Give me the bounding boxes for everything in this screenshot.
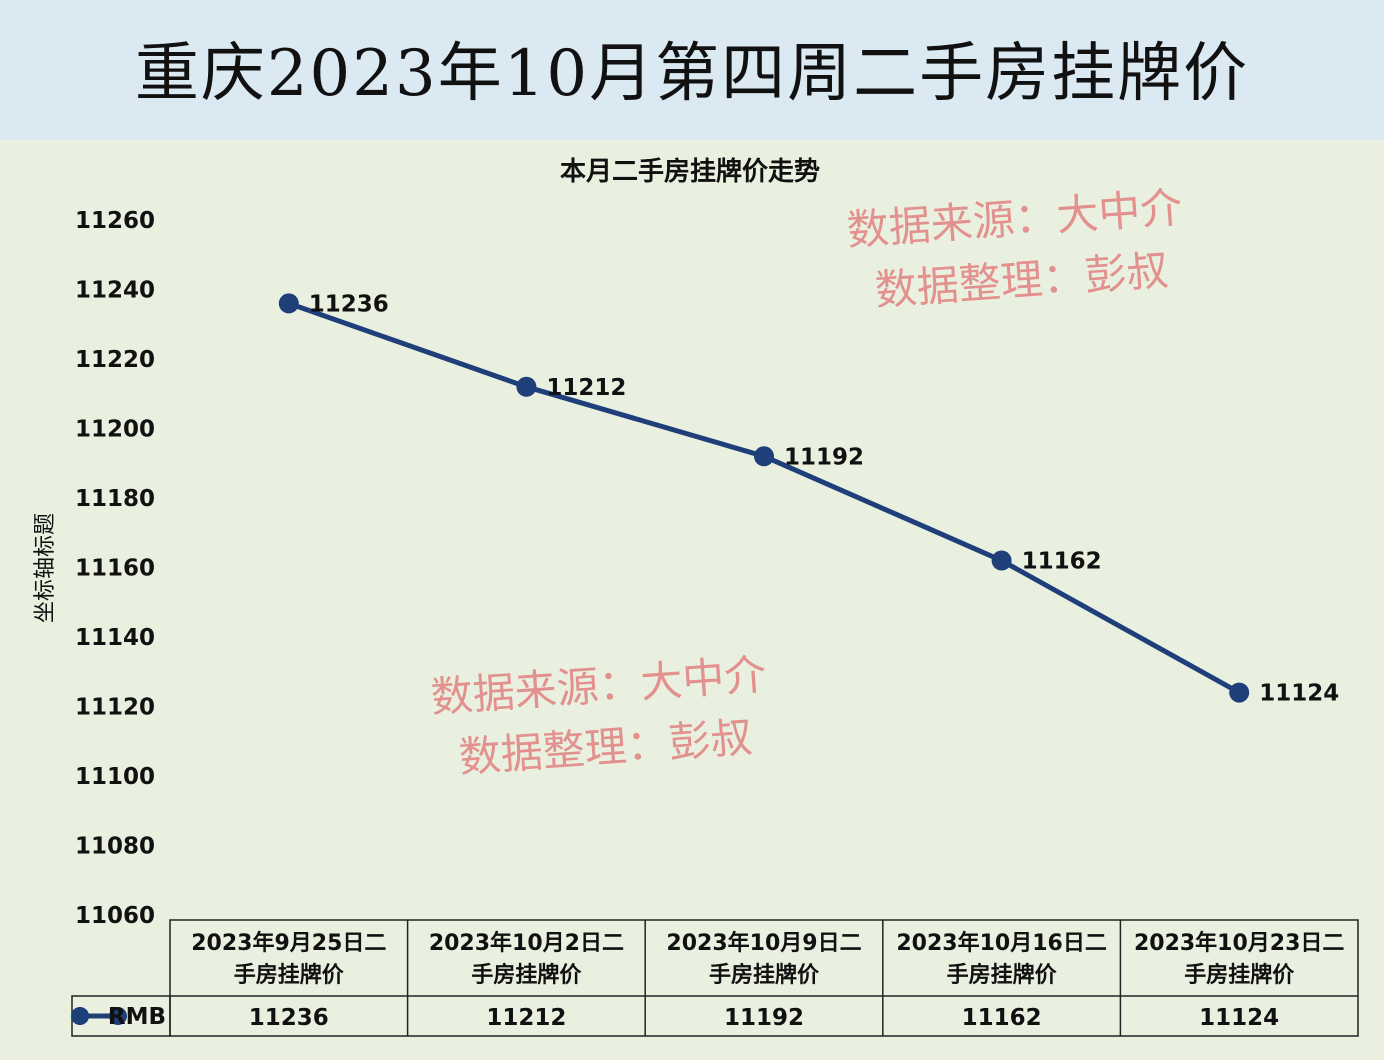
table-value-cell: 11212 [486,1005,566,1031]
x-category-label: 手房挂牌价 [1184,962,1295,988]
series-rmb: 11236 11212 11192 11162 11124 [278,291,1339,707]
y-tick-label: 11200 [75,417,155,443]
x-category-label: 手房挂牌价 [471,962,582,988]
data-label: 11236 [309,291,389,317]
chart-title: 本月二手房挂牌价走势 [560,156,820,187]
x-category-label: 2023年10月9日二 [666,930,861,956]
table-value-cell: 11124 [1199,1005,1279,1031]
page-title: 重庆2023年10月第四周二手房挂牌价 [134,37,1250,111]
y-tick-label: 11160 [75,556,155,582]
data-point [278,293,299,314]
table-value-cell: 11162 [962,1005,1042,1031]
watermark-source-bottom: 数据来源：大中介 [429,650,768,722]
table-frame [169,919,1359,1037]
data-label: 11162 [1022,549,1102,575]
x-category-label: 2023年10月16日二 [896,930,1106,956]
chart-panel [0,140,1384,1060]
y-tick-label: 11240 [75,278,155,304]
table-value-cell: 11236 [249,1005,329,1031]
data-point [1229,682,1250,703]
x-category-label: 2023年9月25日二 [191,930,386,956]
legend-marker [71,1007,89,1025]
x-category-label: 手房挂牌价 [234,962,345,988]
data-label: 11212 [546,375,626,401]
y-tick-label: 11260 [75,208,155,234]
y-tick-label: 11220 [75,347,155,373]
data-table: 2023年9月25日二手房挂牌价112362023年10月2日二手房挂牌价112… [71,919,1359,1037]
series-line [286,300,1242,696]
data-point [991,550,1012,571]
y-axis-title: 坐标轴标题 [33,513,58,623]
y-axis-ticks: 11260 11240 11220 11200 11180 11160 11140 11120… [75,208,155,929]
legend-marker [109,1007,127,1025]
y-tick-label: 11100 [75,764,155,790]
x-category-label: 手房挂牌价 [947,962,1058,988]
x-category-label: 手房挂牌价 [709,962,820,988]
data-label: 11124 [1259,681,1339,707]
x-category-label: 2023年10月23日二 [1134,930,1344,956]
y-tick-label: 11120 [75,695,155,721]
watermark-source-top: 数据来源：大中介 [845,183,1184,255]
data-point [754,446,774,467]
table-value-cell: 11192 [724,1005,804,1031]
x-category-label: 2023年10月2日二 [429,930,624,956]
watermark-editor-top: 数据整理：彭叔 [873,246,1170,315]
title-banner: 重庆2023年10月第四周二手房挂牌价 [0,0,1384,140]
data-point [516,376,537,397]
y-tick-label: 11060 [75,903,155,929]
y-tick-label: 11080 [75,834,155,860]
watermark-editor-bottom: 数据整理：彭叔 [457,713,754,782]
legend-series-name: RMB [108,1004,166,1030]
data-label: 11192 [784,444,864,470]
y-tick-label: 11180 [75,486,155,512]
watermarks: 数据来源：大中介 数据整理：彭叔 数据来源：大中介 数据整理：彭叔 [429,183,1184,782]
y-tick-label: 11140 [75,625,155,651]
